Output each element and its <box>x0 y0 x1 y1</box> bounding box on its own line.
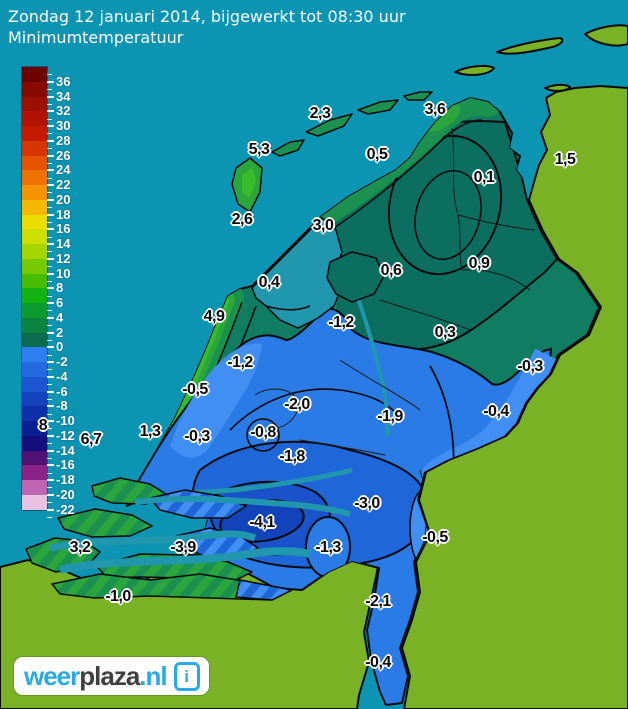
scale-tick-label: -10 <box>56 413 75 428</box>
temp-label: 5,3 <box>248 141 270 158</box>
logo-text-nl: .nl <box>139 661 167 691</box>
scale-tick-label: -22 <box>56 501 75 517</box>
temp-label: 2,6 <box>231 211 253 228</box>
map-title: Zondag 12 januari 2014, bijgewerkt tot 0… <box>8 7 406 26</box>
temp-label: 6,7 <box>80 431 102 448</box>
scale-tick-label: 36 <box>56 73 71 89</box>
logo-text-weer: weer <box>24 661 80 691</box>
scale-tick-label: -4 <box>56 368 68 384</box>
temp-label: -0,5 <box>182 381 208 398</box>
temp-label: -2,1 <box>365 593 391 610</box>
temp-label: 0,5 <box>366 146 388 163</box>
scale-tick-label: 2 <box>56 324 64 340</box>
scale-tick-label: -12 <box>56 427 75 443</box>
wadden-islands <box>231 91 433 213</box>
temp-label: -0,3 <box>517 358 543 375</box>
temp-label: 0,1 <box>473 169 495 186</box>
scale-tick-label: 16 <box>56 221 71 237</box>
temp-label: -0,5 <box>422 529 448 546</box>
scale-tick-label: -6 <box>56 383 68 399</box>
scale-tick-label: -18 <box>56 472 75 487</box>
scale-tick-label: -2 <box>56 354 68 369</box>
temp-label: 1,3 <box>139 423 161 440</box>
scale-gradient-bar <box>21 66 48 511</box>
map-subtitle: Minimumtemperatuur <box>8 28 184 47</box>
temp-label: -1,9 <box>377 408 403 425</box>
logo-text-plaza: plaza <box>79 661 140 691</box>
temp-label: -1,0 <box>105 588 131 605</box>
temp-label: -0,4 <box>365 654 391 671</box>
scale-tick-label: 20 <box>56 191 71 207</box>
scale-tick-label: 34 <box>56 88 71 104</box>
temp-label: -1,3 <box>315 539 341 556</box>
scale-tick-label: 26 <box>56 147 71 163</box>
temp-label: 0,4 <box>258 274 280 291</box>
scale-tick-label: 12 <box>56 250 71 266</box>
temp-label: 0,9 <box>468 255 490 272</box>
map-header: Zondag 12 januari 2014, bijgewerkt tot 0… <box>8 6 406 48</box>
temp-label: -4,1 <box>249 514 275 531</box>
scale-tick-label: 28 <box>56 132 71 148</box>
temp-label: -0,4 <box>483 403 509 420</box>
delta-waterways <box>49 495 351 574</box>
temp-label: -1,8 <box>279 448 305 465</box>
scale-tick-label: 30 <box>56 118 71 133</box>
scale-tick-label: 14 <box>56 236 71 251</box>
temp-label: -3,9 <box>170 539 196 556</box>
temp-label: -3,0 <box>354 495 380 512</box>
temp-label: 0,6 <box>380 262 402 279</box>
scale-tick-label: 24 <box>56 162 71 178</box>
temp-label: 3,0 <box>312 217 334 234</box>
scale-tick-label: 4 <box>56 309 64 325</box>
scale-tick-label: -8 <box>56 398 68 414</box>
flevoland-polder <box>326 251 385 303</box>
info-icon[interactable]: i <box>173 661 200 691</box>
temp-label: 0,3 <box>434 324 456 341</box>
scale-tick-label: 32 <box>56 103 71 119</box>
scale-tick-label: 6 <box>56 295 64 310</box>
scale-tick-label: -20 <box>56 486 75 502</box>
scale-tick-label: 0 <box>56 339 64 355</box>
scale-tick-label: 10 <box>56 265 71 281</box>
temp-label: -0,3 <box>184 428 210 445</box>
temp-label: -2,0 <box>284 396 310 413</box>
temp-label: -1,2 <box>328 314 354 331</box>
scale-tick-label: 22 <box>56 177 71 192</box>
temp-label: 4,9 <box>203 308 225 325</box>
scale-tick-label: 18 <box>56 206 71 222</box>
scale-tick-label: -16 <box>56 457 75 473</box>
temp-label: 1,5 <box>554 151 576 168</box>
scale-tick-label: -14 <box>56 442 75 458</box>
temp-label: 3,6 <box>424 101 446 118</box>
weerplaza-logo[interactable]: weer plaza .nl i <box>14 657 209 695</box>
scale-tick-label: 8 <box>56 280 64 296</box>
temp-label: -1,2 <box>227 354 253 371</box>
temp-label: -0,8 <box>250 424 276 441</box>
germany-land <box>401 24 628 709</box>
markermeer-dike <box>265 305 311 311</box>
temp-label: 8 <box>38 417 48 434</box>
temp-label: 3,2 <box>69 539 91 556</box>
temp-label: 2,3 <box>309 105 331 122</box>
